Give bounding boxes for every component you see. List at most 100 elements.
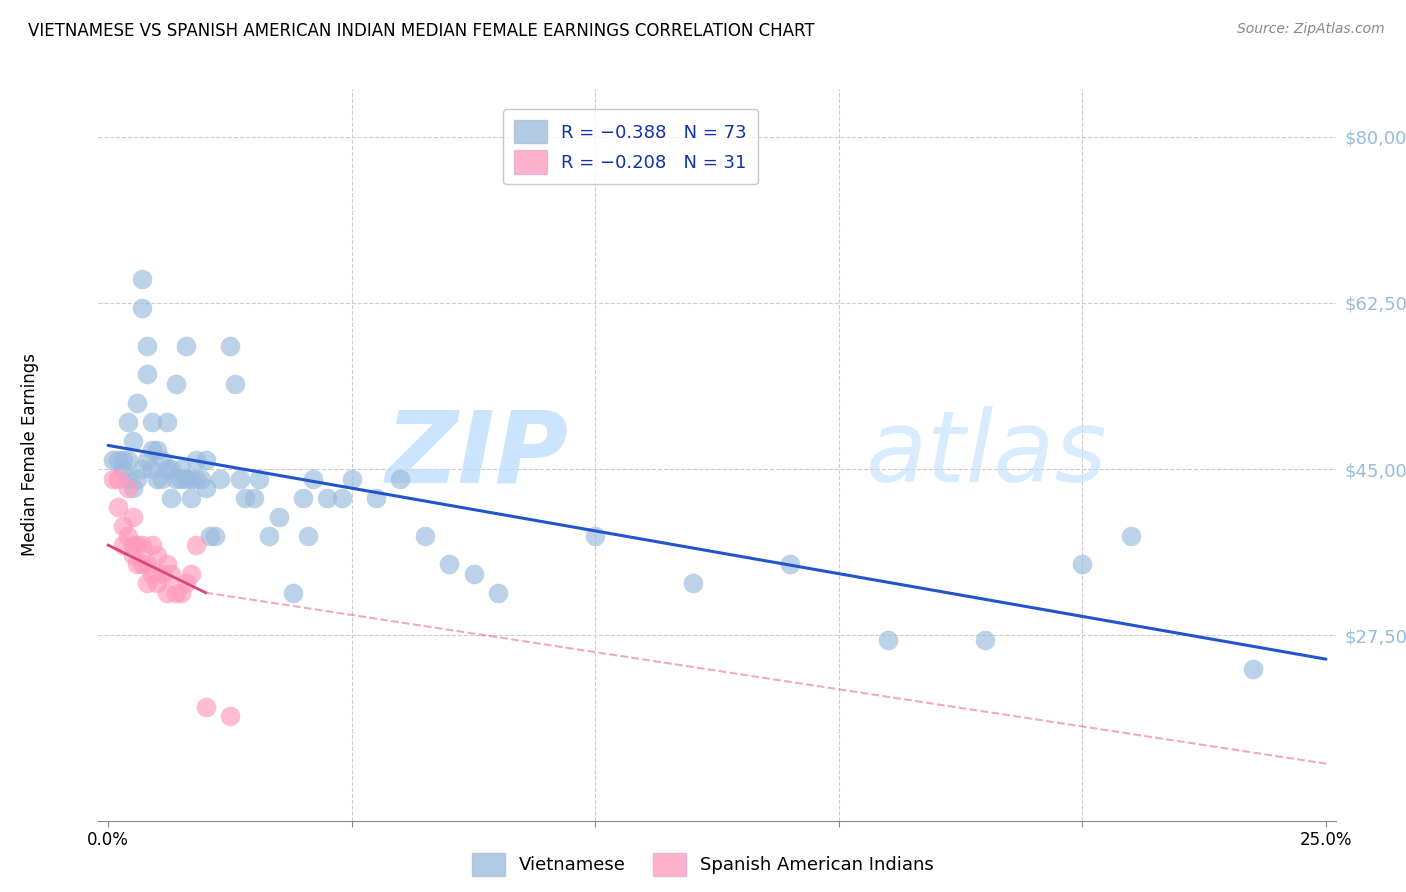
Point bbox=[165, 472, 187, 486]
Point bbox=[160, 566, 183, 581]
Point bbox=[389, 472, 412, 486]
Point bbox=[117, 415, 139, 429]
Point bbox=[165, 376, 187, 391]
Point bbox=[121, 538, 143, 552]
Point bbox=[209, 472, 232, 486]
Point bbox=[141, 415, 163, 429]
Point bbox=[160, 491, 183, 505]
Point bbox=[437, 557, 460, 571]
Point bbox=[174, 472, 197, 486]
Point bbox=[194, 452, 217, 467]
Point bbox=[141, 566, 163, 581]
Point bbox=[111, 462, 134, 476]
Point bbox=[131, 538, 153, 552]
Point bbox=[156, 462, 179, 476]
Point bbox=[150, 472, 173, 486]
Point bbox=[170, 472, 193, 486]
Point bbox=[283, 585, 305, 599]
Point bbox=[107, 500, 129, 515]
Point bbox=[1071, 557, 1094, 571]
Point bbox=[224, 376, 246, 391]
Point bbox=[180, 566, 202, 581]
Point bbox=[200, 529, 222, 543]
Point bbox=[219, 709, 242, 723]
Point bbox=[101, 472, 124, 486]
Point bbox=[364, 491, 387, 505]
Text: Source: ZipAtlas.com: Source: ZipAtlas.com bbox=[1237, 22, 1385, 37]
Point bbox=[136, 452, 159, 467]
Point bbox=[131, 272, 153, 286]
Point bbox=[292, 491, 315, 505]
Point bbox=[150, 566, 173, 581]
Point bbox=[247, 472, 270, 486]
Point bbox=[146, 443, 169, 458]
Point bbox=[121, 481, 143, 495]
Text: ZIP: ZIP bbox=[385, 407, 568, 503]
Point bbox=[204, 529, 226, 543]
Point bbox=[101, 452, 124, 467]
Point bbox=[316, 491, 339, 505]
Point bbox=[136, 367, 159, 381]
Point bbox=[876, 633, 898, 648]
Point bbox=[682, 576, 704, 591]
Point bbox=[160, 462, 183, 476]
Point bbox=[1119, 529, 1142, 543]
Point bbox=[170, 462, 193, 476]
Point bbox=[463, 566, 485, 581]
Text: VIETNAMESE VS SPANISH AMERICAN INDIAN MEDIAN FEMALE EARNINGS CORRELATION CHART: VIETNAMESE VS SPANISH AMERICAN INDIAN ME… bbox=[28, 22, 814, 40]
Point bbox=[121, 509, 143, 524]
Point bbox=[121, 548, 143, 562]
Text: Median Female Earnings: Median Female Earnings bbox=[21, 353, 39, 557]
Point bbox=[127, 395, 149, 409]
Point bbox=[180, 491, 202, 505]
Point bbox=[141, 443, 163, 458]
Point bbox=[170, 585, 193, 599]
Point bbox=[257, 529, 280, 543]
Point bbox=[228, 472, 250, 486]
Point bbox=[301, 472, 323, 486]
Point bbox=[117, 452, 139, 467]
Point bbox=[141, 462, 163, 476]
Point bbox=[107, 472, 129, 486]
Point bbox=[413, 529, 436, 543]
Point bbox=[583, 529, 606, 543]
Point bbox=[141, 538, 163, 552]
Point bbox=[184, 452, 207, 467]
Point bbox=[156, 415, 179, 429]
Point bbox=[267, 509, 290, 524]
Point bbox=[117, 481, 139, 495]
Point bbox=[165, 585, 187, 599]
Point bbox=[136, 576, 159, 591]
Point bbox=[233, 491, 256, 505]
Point bbox=[117, 529, 139, 543]
Point bbox=[146, 472, 169, 486]
Point bbox=[174, 576, 197, 591]
Point bbox=[156, 585, 179, 599]
Point bbox=[127, 557, 149, 571]
Point bbox=[107, 452, 129, 467]
Point bbox=[111, 519, 134, 533]
Point bbox=[146, 576, 169, 591]
Point bbox=[156, 557, 179, 571]
Point bbox=[974, 633, 997, 648]
Point bbox=[136, 557, 159, 571]
Point bbox=[1241, 662, 1264, 676]
Point bbox=[180, 472, 202, 486]
Point bbox=[121, 434, 143, 448]
Point bbox=[174, 339, 197, 353]
Point bbox=[184, 538, 207, 552]
Point bbox=[340, 472, 363, 486]
Point bbox=[146, 548, 169, 562]
Point bbox=[131, 557, 153, 571]
Point bbox=[243, 491, 266, 505]
Point bbox=[219, 339, 242, 353]
Point bbox=[111, 452, 134, 467]
Point bbox=[131, 301, 153, 315]
Point bbox=[111, 538, 134, 552]
Point bbox=[190, 472, 212, 486]
Point bbox=[184, 472, 207, 486]
Point bbox=[194, 481, 217, 495]
Legend: Vietnamese, Spanish American Indians: Vietnamese, Spanish American Indians bbox=[465, 846, 941, 883]
Legend: R = −0.388   N = 73, R = −0.208   N = 31: R = −0.388 N = 73, R = −0.208 N = 31 bbox=[503, 109, 758, 185]
Point bbox=[127, 538, 149, 552]
